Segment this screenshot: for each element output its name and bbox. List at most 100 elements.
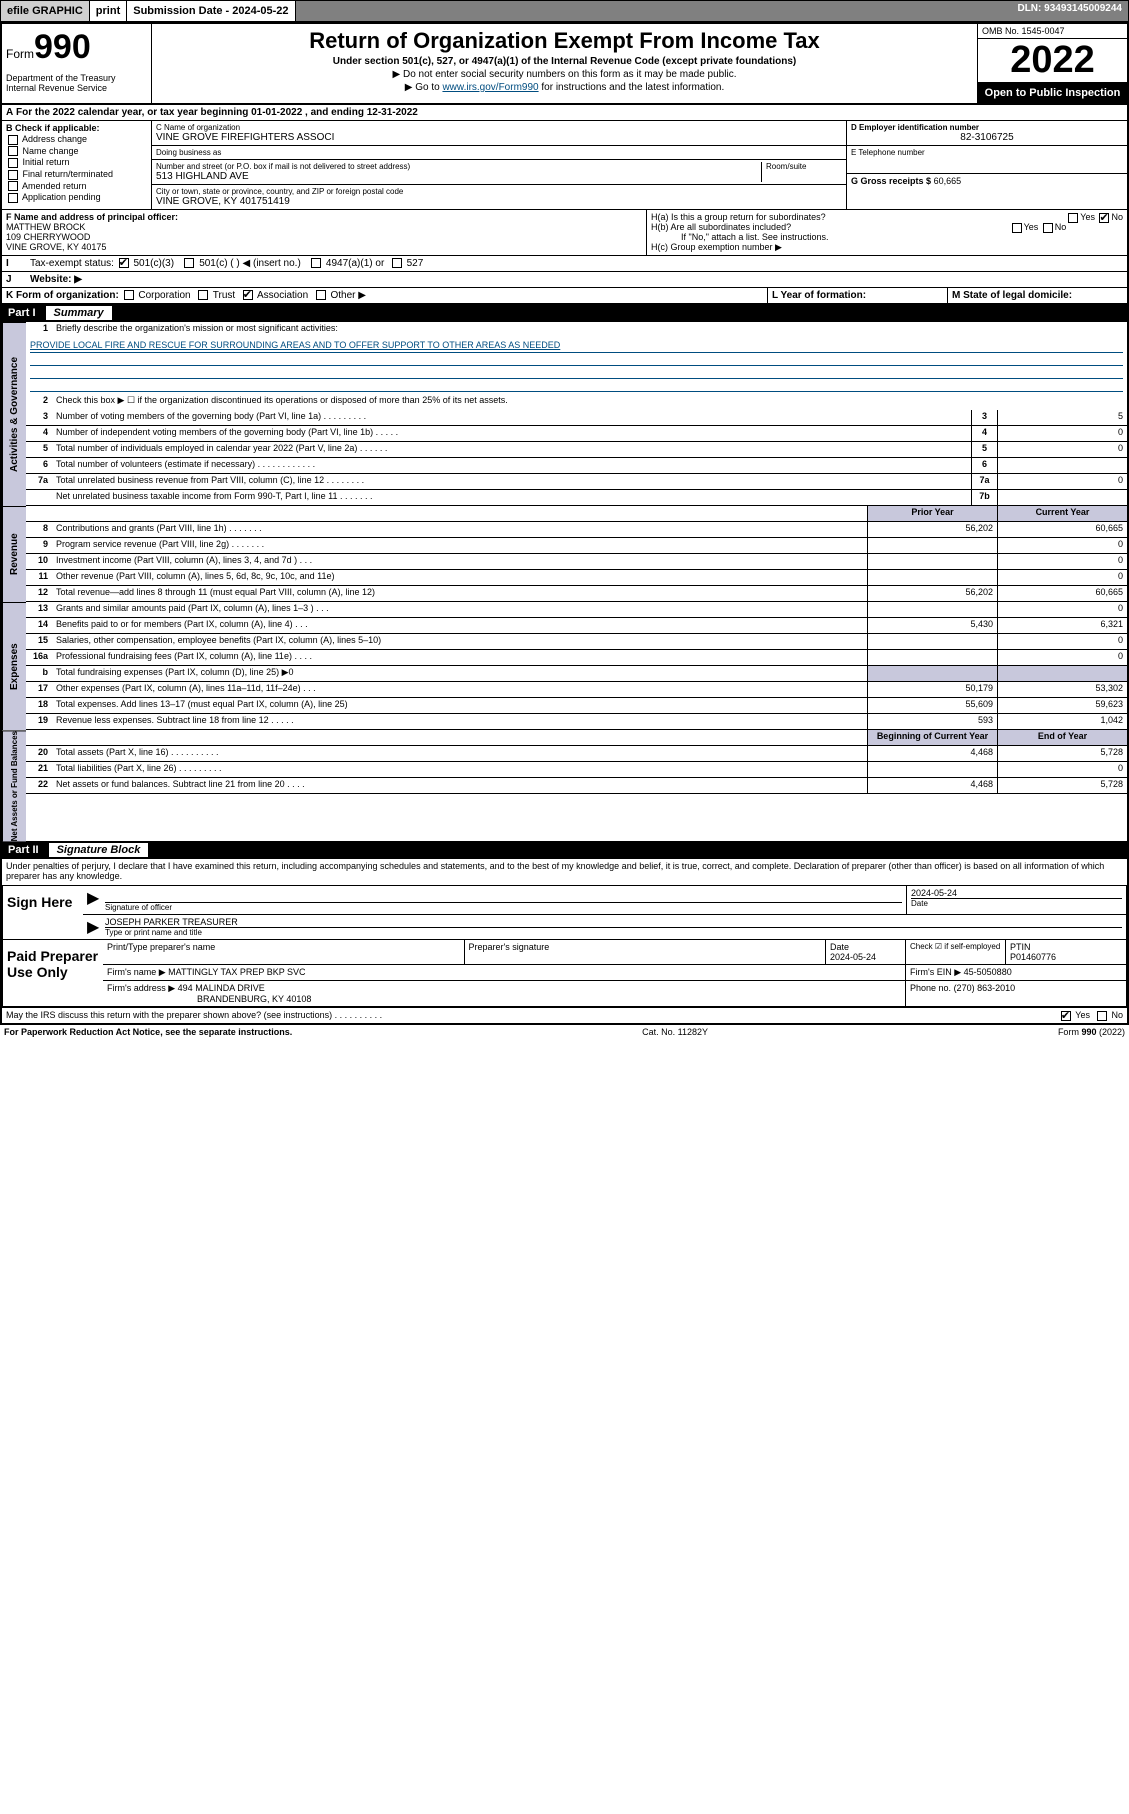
exp-line: 13Grants and similar amounts paid (Part …	[26, 602, 1127, 618]
exp-line: 18Total expenses. Add lines 13–17 (must …	[26, 698, 1127, 714]
firm-ein: 45-5050880	[964, 967, 1012, 977]
col-b: B Check if applicable: Address change Na…	[2, 121, 152, 209]
hb-yes[interactable]	[1012, 223, 1022, 233]
i-501c3[interactable]	[119, 258, 129, 268]
section-j: J Website: ▶	[2, 272, 1127, 288]
firm-phone-label: Phone no.	[910, 983, 951, 993]
f-addr1: 109 CHERRYWOOD	[6, 232, 90, 242]
cb-amended-return[interactable]: Amended return	[6, 181, 147, 192]
note2-post: for instructions and the latest informat…	[539, 82, 725, 93]
c-name-label: C Name of organization	[156, 123, 842, 132]
vtab-ag: Activities & Governance 1 Briefly descri…	[2, 322, 1127, 506]
ha-no[interactable]	[1099, 213, 1109, 223]
firm-addr2: BRANDENBURG, KY 40108	[107, 994, 311, 1004]
section-klm: K Form of organization: Corporation Trus…	[2, 288, 1127, 304]
g-gross-value: 60,665	[934, 176, 962, 186]
col-curr: Current Year	[997, 506, 1127, 521]
col-beg: Beginning of Current Year	[867, 730, 997, 745]
sig-date: 2024-05-24	[911, 888, 1122, 898]
side-exp: Expenses	[2, 602, 26, 730]
discuss-no[interactable]	[1097, 1011, 1107, 1021]
paid-preparer-block: Paid Preparer Use Only Print/Type prepar…	[2, 940, 1127, 1007]
d-ein-value: 82-3106725	[851, 132, 1123, 143]
k-label: K Form of organization:	[6, 290, 119, 301]
efile-submission-date: Submission Date - 2024-05-22	[127, 1, 295, 21]
rev-colhdr: Prior Year Current Year	[26, 506, 1127, 522]
d-ein-label: D Employer identification number	[851, 123, 1123, 132]
i-4947[interactable]	[311, 258, 321, 268]
ag-line: 6Total number of volunteers (estimate if…	[26, 458, 1127, 474]
cb-initial-return[interactable]: Initial return	[6, 157, 147, 168]
mission-text: PROVIDE LOCAL FIRE AND RESCUE FOR SURROU…	[30, 340, 1123, 353]
f-label: F Name and address of principal officer:	[6, 212, 178, 222]
form-subtitle: Under section 501(c), 527, or 4947(a)(1)…	[160, 56, 969, 67]
prep-ptin-label: PTIN	[1010, 942, 1031, 952]
ag-line: 7aTotal unrelated business revenue from …	[26, 474, 1127, 490]
discuss-question: May the IRS discuss this return with the…	[6, 1010, 1059, 1021]
c-street-value: 513 HIGHLAND AVE	[156, 171, 757, 182]
cb-application-pending[interactable]: Application pending	[6, 192, 147, 203]
efile-spacer	[296, 1, 1012, 21]
cb-address-change[interactable]: Address change	[6, 134, 147, 145]
cb-final-return[interactable]: Final return/terminated	[6, 169, 147, 180]
k-opt0: Corporation	[138, 290, 190, 301]
form-header: Form990 Department of the Treasury Inter…	[2, 24, 1127, 105]
hb-label: H(b) Are all subordinates included?	[651, 222, 791, 232]
j-label: Website: ▶	[30, 274, 82, 285]
form-number: 990	[34, 28, 91, 66]
prep-selfemp[interactable]: Check ☑ if self-employed	[906, 940, 1006, 964]
f-name: MATTHEW BROCK	[6, 222, 85, 232]
c-street-label: Number and street (or P.O. box if mail i…	[156, 162, 757, 171]
sign-here-block: Sign Here ▶ Signature of officer 2024-05…	[2, 885, 1127, 940]
side-rev: Revenue	[2, 506, 26, 602]
k-assoc[interactable]	[243, 290, 253, 300]
vtab-exp: Expenses 13Grants and similar amounts pa…	[2, 602, 1127, 730]
sig-name-label: Type or print name and title	[105, 927, 1122, 937]
vtab-na: Net Assets or Fund Balances Beginning of…	[2, 730, 1127, 841]
na-line: 20Total assets (Part X, line 16) . . . .…	[26, 746, 1127, 762]
i-527[interactable]	[392, 258, 402, 268]
prep-date-label: Date	[830, 942, 849, 952]
q1-label: Briefly describe the organization's miss…	[52, 322, 1127, 338]
firm-phone: (270) 863-2010	[954, 983, 1016, 993]
k-other[interactable]	[316, 290, 326, 300]
i-label: Tax-exempt status:	[30, 258, 114, 269]
i-501c[interactable]	[184, 258, 194, 268]
part2-header: Part II Signature Block	[2, 841, 1127, 859]
open-to-public: Open to Public Inspection	[978, 83, 1127, 103]
exp-line: 17Other expenses (Part IX, column (A), l…	[26, 682, 1127, 698]
g-gross-label: G Gross receipts $	[851, 176, 931, 186]
efile-bar: efile GRAPHIC print Submission Date - 20…	[0, 0, 1129, 22]
footer-right: Form 990 (2022)	[1058, 1027, 1125, 1037]
sig-arrow1: ▶	[83, 886, 101, 914]
header-left: Form990 Department of the Treasury Inter…	[2, 24, 152, 103]
rev-line: 9Program service revenue (Part VIII, lin…	[26, 538, 1127, 554]
efile-dln: DLN: 93493145009244	[1011, 1, 1128, 21]
part2-title: Signature Block	[49, 843, 149, 857]
section-fh: F Name and address of principal officer:…	[2, 210, 1127, 256]
firm-ein-label: Firm's EIN ▶	[910, 967, 961, 977]
cb-name-change[interactable]: Name change	[6, 146, 147, 157]
irs-link[interactable]: www.irs.gov/Form990	[442, 82, 538, 93]
sign-here-label: Sign Here	[3, 886, 83, 939]
form-container: Form990 Department of the Treasury Inter…	[0, 22, 1129, 1025]
exp-line: 14Benefits paid to or for members (Part …	[26, 618, 1127, 634]
hb-no[interactable]	[1043, 223, 1053, 233]
discuss-yes[interactable]	[1061, 1011, 1071, 1021]
omb-number: OMB No. 1545-0047	[978, 24, 1127, 39]
c-city-label: City or town, state or province, country…	[156, 187, 842, 196]
i-opt0: 501(c)(3)	[133, 258, 174, 269]
dept-treasury: Department of the Treasury Internal Reve…	[6, 73, 147, 93]
k-corp[interactable]	[124, 290, 134, 300]
efile-print[interactable]: print	[90, 1, 127, 21]
exp-line: bTotal fundraising expenses (Part IX, co…	[26, 666, 1127, 682]
prep-name-col: Print/Type preparer's name	[103, 940, 465, 964]
ha-yes[interactable]	[1068, 213, 1078, 223]
sig-officer-label: Signature of officer	[105, 902, 902, 912]
vtab-rev: Revenue Prior Year Current Year 8Contrib…	[2, 506, 1127, 602]
section-bcdeg: B Check if applicable: Address change Na…	[2, 121, 1127, 210]
k-trust[interactable]	[198, 290, 208, 300]
k-opt3: Other ▶	[330, 290, 365, 301]
footer-mid: Cat. No. 11282Y	[642, 1027, 708, 1037]
firm-addr-label: Firm's address ▶	[107, 983, 175, 993]
